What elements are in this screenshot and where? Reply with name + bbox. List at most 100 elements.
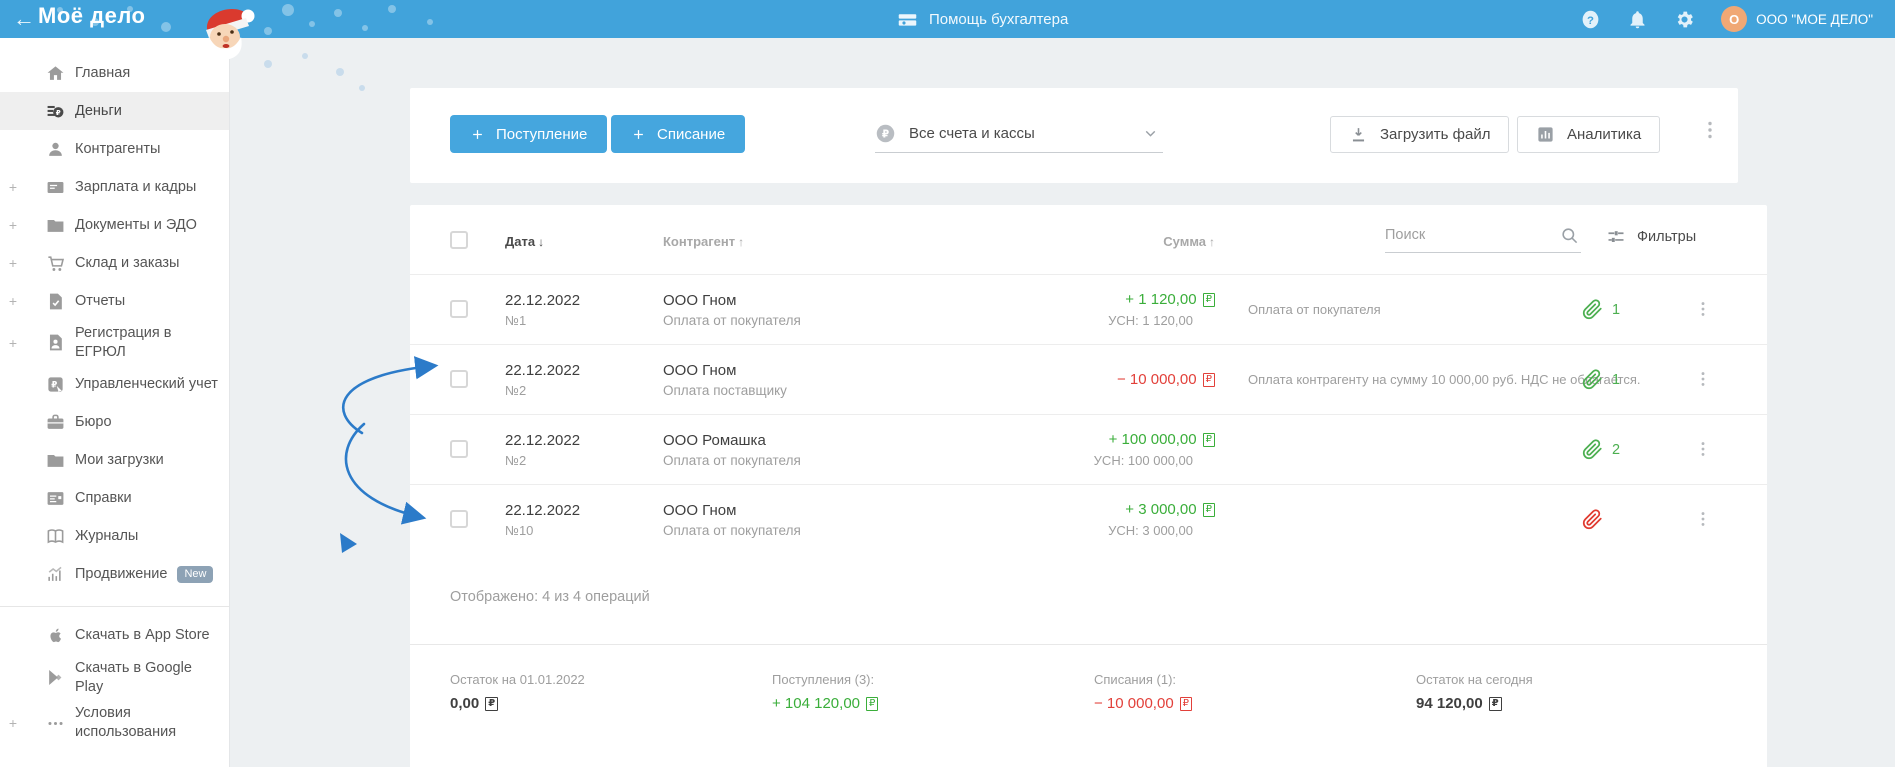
row-menu-button[interactable] (1693, 439, 1713, 461)
column-header-date[interactable]: Дата ↓ (505, 234, 545, 249)
search-input[interactable] (1385, 222, 1553, 248)
counterparty-name: ООО Гном (663, 291, 737, 309)
expand-plus-icon[interactable]: + (8, 179, 18, 195)
sidebar-item[interactable]: Справки (0, 480, 229, 518)
summary-label: Остаток на 01.01.2022 (450, 672, 585, 687)
operations-table-card: Дата↓ Контрагент↑ Сумма↑ Фильтры (410, 205, 1767, 767)
app-logo[interactable]: Моё дело (38, 3, 146, 28)
expand-plus-icon[interactable]: + (8, 293, 18, 309)
filters-button[interactable]: Фильтры (1606, 227, 1696, 247)
sidebar-footer-item[interactable]: Скачать в Google Play (0, 655, 229, 701)
sidebar-item-label: Контрагенты (75, 140, 161, 157)
ruble-sign: ₽ (1179, 697, 1193, 711)
sidebar-footer-item[interactable]: + Условия использования (0, 700, 229, 746)
row-menu-button[interactable] (1693, 299, 1713, 321)
management-icon: ₽ (46, 375, 65, 394)
row-checkbox[interactable] (450, 300, 468, 318)
operation-row[interactable]: 22.12.2022 №2 ООО Ромашка Оплата от поку… (410, 414, 1767, 484)
sidebar-item[interactable]: Бюро (0, 404, 229, 442)
sidebar-item[interactable]: Контрагенты (0, 130, 229, 168)
operation-type: Оплата от покупателя (663, 452, 801, 468)
add-income-button[interactable]: Поступление (450, 115, 608, 153)
sidebar-footer-nav: Скачать в App Store Скачать в Google Pla… (0, 617, 229, 746)
sidebar-item[interactable]: + Склад и заказы (0, 244, 229, 282)
counterparty-name: ООО Гном (663, 501, 737, 519)
svg-text:₽: ₽ (56, 109, 61, 117)
analytics-button[interactable]: Аналитика (1517, 116, 1661, 153)
briefcase-icon (46, 413, 65, 432)
operation-number: №10 (505, 522, 534, 538)
account-menu[interactable]: O ООО "МОЕ ДЕЛО" (1721, 6, 1873, 32)
operation-number: №2 (505, 452, 527, 468)
operation-comment: Оплата контрагенту на сумму 10 000,00 ру… (1248, 371, 1641, 387)
notifications-bell-icon[interactable] (1627, 9, 1648, 30)
operation-row[interactable]: 22.12.2022 №10 ООО Гном Оплата от покупа… (410, 484, 1767, 554)
row-checkbox[interactable] (450, 440, 468, 458)
expand-plus-icon[interactable]: + (8, 715, 18, 732)
select-all-checkbox[interactable] (450, 231, 468, 249)
avatar: O (1721, 6, 1748, 32)
row-menu-button[interactable] (1693, 369, 1713, 391)
sidebar-item[interactable]: Продвижение New (0, 556, 229, 594)
svg-text:?: ? (1587, 14, 1594, 26)
add-writeoff-label: Списание (657, 125, 726, 143)
operation-row[interactable]: 22.12.2022 №2 ООО Гном Оплата поставщику… (410, 344, 1767, 414)
summary-item: Списания (1): − 10 000,00 ₽ (1094, 672, 1416, 713)
operation-row[interactable]: 22.12.2022 №1 ООО Гном Оплата от покупат… (410, 274, 1767, 344)
ruble-sign: ₽ (1202, 503, 1215, 517)
plus-icon (470, 127, 485, 142)
help-icon[interactable]: ? (1580, 9, 1601, 30)
attachments-button[interactable]: 1 (1582, 345, 1620, 414)
search-field (1385, 222, 1581, 253)
attachments-button[interactable]: 1 (1582, 275, 1620, 344)
sidebar-item[interactable]: + Зарплата и кадры (0, 168, 229, 206)
expand-plus-icon[interactable]: + (8, 255, 18, 271)
accounts-select[interactable]: ₽ Все счета и кассы (875, 114, 1163, 153)
svg-text:₽: ₽ (882, 128, 889, 140)
search-icon[interactable] (1560, 226, 1579, 245)
row-checkbox[interactable] (450, 370, 468, 388)
amount-cell: + 100 000,00 ₽ УСН: 100 000,00 (970, 415, 1215, 484)
summary-item: Остаток на 01.01.2022 0,00 ₽ (450, 672, 772, 713)
snow-dots-decoration (264, 53, 365, 91)
settings-gear-icon[interactable] (1674, 9, 1695, 30)
download-icon (1349, 125, 1368, 144)
sidebar-item[interactable]: ₽ Управленческий учет (0, 366, 229, 404)
ruble-sign: ₽ (866, 697, 879, 711)
sidebar-item[interactable]: Главная (0, 54, 229, 92)
attachments-button[interactable]: 2 (1582, 415, 1620, 484)
expand-plus-icon[interactable]: + (8, 217, 18, 233)
row-menu-button[interactable] (1693, 509, 1713, 531)
expand-plus-icon[interactable]: + (8, 334, 18, 351)
sidebar-item[interactable]: + Отчеты (0, 282, 229, 320)
paperclip-icon (1582, 509, 1603, 530)
accountant-help-link[interactable]: Помощь бухгалтера (897, 0, 1068, 38)
topbar-actions: ? O ООО "МОЕ ДЕЛО" (1580, 0, 1895, 38)
bar-chart-icon (1536, 125, 1555, 144)
sidebar-item[interactable]: + Документы и ЭДО (0, 206, 229, 244)
attachments-button[interactable] (1582, 485, 1603, 554)
cash-register-icon (897, 9, 918, 30)
top-header: ← Моё дело Помощь бухгалтера ? O ООО "МО… (0, 0, 1895, 60)
sidebar-item[interactable]: + Регистрация в ЕГРЮЛ (0, 320, 229, 366)
toolbar-more-menu-button[interactable] (1698, 118, 1722, 152)
sidebar-item-label: Журналы (75, 528, 139, 545)
add-writeoff-button[interactable]: Списание (611, 115, 746, 153)
sidebar-item[interactable]: Журналы (0, 518, 229, 556)
google-play-icon (46, 668, 65, 687)
sidebar-footer-item[interactable]: Скачать в App Store (0, 617, 229, 655)
summary-bar: Остаток на 01.01.2022 0,00 ₽ Поступления … (410, 645, 1767, 713)
column-header-counterparty[interactable]: Контрагент ↑ (663, 234, 745, 249)
column-header-amount[interactable]: Сумма ↑ (1163, 234, 1215, 249)
row-checkbox[interactable] (450, 510, 468, 528)
sidebar-item-label: Склад и заказы (75, 254, 180, 271)
upload-file-button[interactable]: Загрузить файл (1330, 116, 1510, 153)
sidebar-item-label: Главная (75, 64, 131, 81)
account-name: ООО "МОЕ ДЕЛО" (1756, 11, 1873, 27)
sidebar-item[interactable]: Мои загрузки (0, 442, 229, 480)
operation-number: №1 (505, 312, 527, 328)
back-arrow-icon[interactable]: ← (13, 6, 35, 31)
add-income-label: Поступление (496, 125, 588, 143)
list-icon (46, 489, 65, 508)
sidebar-item[interactable]: ₽ Деньги (0, 92, 229, 130)
